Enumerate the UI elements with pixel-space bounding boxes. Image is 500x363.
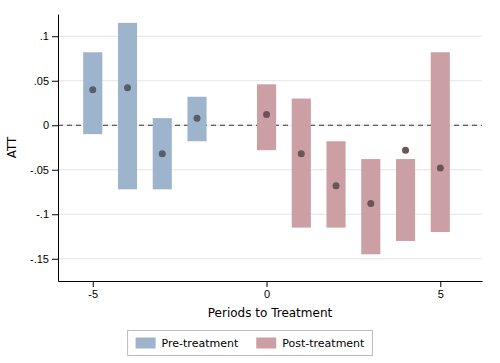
ci-bar	[292, 99, 311, 228]
legend-label: Pre-treatment	[162, 337, 239, 350]
tick-mark	[267, 281, 268, 287]
ci-bar	[431, 52, 450, 232]
ci-bar	[153, 118, 172, 189]
estimate-dot	[333, 182, 340, 189]
estimate-dot	[89, 86, 96, 93]
y-tick: .1	[40, 30, 58, 42]
legend-swatch	[256, 338, 276, 349]
estimate-dot	[437, 164, 444, 171]
tick-mark	[52, 259, 58, 260]
x-tick: 0	[264, 281, 270, 300]
chart: -5 0 5 -.15 -.1 -.05 0 .05 .1 Periods to Treatmen…	[0, 0, 500, 363]
tick-mark	[52, 170, 58, 171]
axis-line	[59, 281, 483, 282]
y-tick: -.1	[36, 208, 58, 220]
y-axis-title: ATT	[5, 136, 19, 158]
tick-label: -.1	[36, 208, 49, 220]
estimate-dot	[159, 150, 166, 157]
estimates	[89, 84, 200, 157]
tick-mark	[440, 281, 441, 287]
tick-mark	[52, 125, 58, 126]
estimate-dot	[263, 111, 270, 118]
ci-bar	[83, 52, 102, 134]
legend-label: Post-treatment	[282, 337, 365, 350]
tick-label: -.05	[30, 164, 49, 176]
tick-label: 5	[438, 288, 444, 300]
ci-bar	[187, 97, 206, 141]
y-tick: -.15	[30, 253, 58, 265]
legend-item: Pre-treatment	[136, 337, 239, 350]
tick-label: -.15	[30, 253, 49, 265]
estimate-dot	[402, 147, 409, 154]
ci-bar	[326, 141, 345, 227]
ci-bar	[118, 23, 137, 189]
y-tick: 0	[43, 119, 58, 131]
ci-bars	[257, 52, 450, 254]
axis-line	[58, 15, 59, 282]
legend: Pre-treatment Post-treatment	[128, 331, 373, 356]
tick-mark	[52, 81, 58, 82]
plot-area	[58, 23, 482, 254]
estimate-dot	[298, 150, 305, 157]
y-axis: -.15 -.1 -.05 0 .05 .1	[30, 15, 58, 282]
ci-bar	[257, 84, 276, 150]
tick-mark	[52, 36, 58, 37]
tick-label: -5	[88, 288, 98, 300]
grid-line	[58, 214, 482, 215]
tick-label: 0	[264, 288, 270, 300]
tick-label: .05	[34, 75, 49, 87]
tick-mark	[52, 214, 58, 215]
tick-label: 0	[43, 119, 49, 131]
legend-frame	[128, 331, 373, 356]
grid-line	[58, 258, 482, 259]
tick-label: .1	[40, 30, 49, 42]
legend-item: Post-treatment	[256, 337, 365, 350]
tick-mark	[93, 281, 94, 287]
y-tick: .05	[34, 75, 58, 87]
estimate-dot	[367, 200, 374, 207]
ci-bar	[361, 159, 380, 254]
x-tick: -5	[88, 281, 98, 300]
estimates	[263, 111, 444, 207]
estimate-dot	[194, 115, 201, 122]
x-axis: -5 0 5	[59, 281, 483, 300]
x-axis-title: Periods to Treatment	[208, 306, 333, 320]
legend-swatch	[136, 338, 156, 349]
y-tick: -.05	[30, 164, 58, 176]
ci-bar	[396, 159, 415, 241]
x-tick: 5	[438, 281, 444, 300]
ci-bars	[83, 23, 206, 189]
estimate-dot	[124, 84, 131, 91]
